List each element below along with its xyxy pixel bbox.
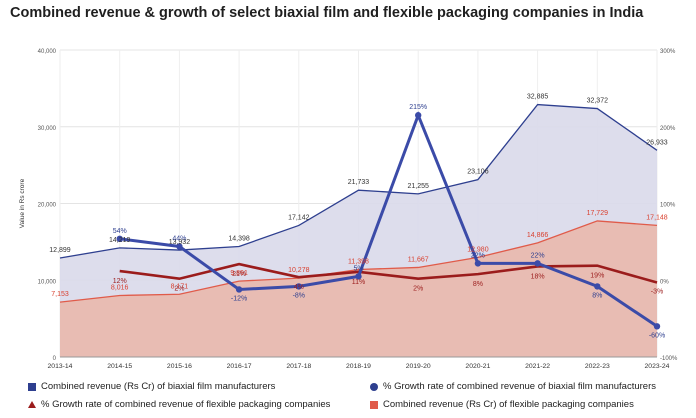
flex-growth-label: 2% — [413, 286, 423, 293]
biaxial-growth-label: 54% — [113, 228, 127, 235]
legend-dot-icon — [370, 382, 378, 391]
biaxial-revenue-label: 14,398 — [228, 235, 250, 242]
legend-square-icon — [370, 400, 378, 409]
biaxial-revenue-label: 12,899 — [49, 247, 71, 254]
biaxial-revenue-line — [59, 103, 658, 259]
biaxial-growth-point — [594, 283, 601, 290]
flex-growth-label: 19% — [590, 273, 604, 280]
biaxial-growth-label: -8% — [293, 292, 305, 299]
x-axis-tick-label: 2014-15 — [107, 363, 132, 370]
x-axis-tick-label: 2016-17 — [227, 363, 252, 370]
y-axis-label: Value in Rs crore — [19, 178, 26, 228]
flex-revenue-label: 17,729 — [587, 210, 609, 217]
biaxial-growth-label: -12% — [231, 295, 247, 302]
left-axis-tick-label: 0 — [53, 356, 57, 362]
flex-growth-label: 21% — [232, 271, 246, 278]
flex-revenue-label: 9,891 — [230, 270, 248, 277]
biaxial-growth-point — [653, 323, 661, 330]
x-axis-tick-label: 2022-23 — [585, 363, 610, 370]
x-axis-tick-label: 2023-24 — [645, 363, 670, 370]
flex-revenue-label: 17,148 — [646, 214, 668, 221]
x-axis-tick-label: 2021-22 — [525, 363, 550, 370]
flex-growth-label: 11% — [352, 279, 366, 286]
x-axis-tick-label: 2015-16 — [167, 363, 192, 370]
x-axis-tick-label: 2020-21 — [465, 363, 490, 370]
right-axis-tick-label: 0% — [660, 279, 669, 285]
biaxial-growth-label: 44% — [172, 235, 186, 242]
biaxial-revenue-label: 32,885 — [527, 94, 549, 101]
left-axis-tick-label: 40,000 — [38, 49, 57, 55]
flex-revenue-label: 11,667 — [408, 256, 429, 263]
flex-revenue-label: 10,278 — [288, 267, 310, 274]
legend-label: Combined revenue (Rs Cr) of flexible pac… — [383, 399, 634, 410]
x-axis-tick-label: 2017-18 — [286, 363, 311, 370]
left-axis-tick-label: 10,000 — [38, 279, 57, 285]
biaxial-growth-point — [116, 235, 123, 243]
flex-growth-label: 12% — [113, 278, 127, 285]
legend-flex-growth: % Growth rate of combined revenue of fle… — [28, 399, 330, 410]
right-axis-tick-label: 100% — [660, 203, 676, 209]
flex-growth-label: 4% — [294, 284, 304, 291]
legend-label: Combined revenue (Rs Cr) of biaxial film… — [41, 381, 276, 392]
biaxial-growth-label: 215% — [409, 104, 427, 111]
right-axis-tick-label: 300% — [660, 49, 676, 55]
biaxial-revenue-label: 23,106 — [467, 169, 489, 176]
left-axis-tick-label: 20,000 — [38, 203, 57, 209]
flex-revenue-label: 7,153 — [51, 291, 69, 298]
biaxial-growth-line — [119, 111, 658, 328]
flex-revenue-line — [59, 220, 658, 303]
biaxial-growth-point — [295, 283, 302, 290]
flex-growth-label: -3% — [651, 289, 663, 296]
flex-revenue-label: 14,866 — [527, 232, 549, 239]
x-axis-tick-label: 2019-20 — [406, 363, 431, 370]
biaxial-revenue-label: 21,255 — [407, 183, 429, 190]
biaxial-growth-point — [355, 273, 362, 280]
biaxial-growth-point — [415, 112, 422, 119]
biaxial-revenue-label: 21,733 — [348, 179, 370, 186]
biaxial-growth-label: 8% — [592, 292, 602, 299]
flex-growth-label: 2% — [174, 286, 184, 293]
biaxial-revenue-label: 17,142 — [288, 214, 310, 221]
flex-revenue-label: 11,398 — [348, 259, 369, 266]
flex-revenue-label: 8,171 — [171, 283, 189, 290]
biaxial-revenue-label: 26,933 — [646, 139, 668, 146]
right-axis-tick-label: -100% — [660, 356, 678, 362]
biaxial-growth-point — [176, 243, 183, 250]
flex-growth-label: 8% — [473, 281, 483, 288]
biaxial-growth-label: -60% — [649, 332, 665, 339]
biaxial-revenue-label: 32,372 — [587, 98, 609, 105]
chart-canvas: 0 10,000 20,000 30,000 40,000 -100% 0% 100% 200%… — [19, 49, 678, 370]
flex-growth-line — [119, 262, 658, 284]
flex-revenue-label: 8,016 — [111, 284, 129, 291]
x-axis-tick-label: 2013-14 — [48, 363, 73, 370]
biaxial-growth-point — [534, 260, 541, 267]
flex-revenue-label: 12,980 — [467, 246, 489, 253]
flex-revenue-area — [60, 220, 657, 357]
biaxial-growth-label: 5% — [353, 265, 363, 272]
biaxial-growth-point — [474, 260, 482, 267]
legend-triangle-icon — [28, 401, 36, 408]
biaxial-revenue-label: 13,932 — [169, 239, 191, 246]
biaxial-growth-label: 22% — [471, 252, 485, 259]
legend-biaxial-revenue: Combined revenue (Rs Cr) of biaxial film… — [28, 381, 275, 392]
left-axis-tick-label: 30,000 — [38, 126, 57, 132]
biaxial-growth-point — [235, 286, 243, 293]
chart-title: Combined revenue & growth of select biax… — [10, 5, 644, 21]
legend-biaxial-growth: % Growth rate of combined revenue of bia… — [370, 381, 656, 392]
biaxial-revenue-label: 14,219 — [109, 237, 131, 244]
legend-flex-revenue: Combined revenue (Rs Cr) of flexible pac… — [370, 399, 634, 410]
legend-square-icon — [28, 382, 36, 391]
right-axis-tick-label: 200% — [660, 126, 676, 132]
x-axis-tick-label: 2018-19 — [346, 363, 371, 370]
flex-growth-label: 18% — [531, 273, 545, 280]
biaxial-growth-label: 22% — [531, 252, 545, 259]
legend-label: % Growth rate of combined revenue of bia… — [383, 381, 656, 392]
legend-label: % Growth rate of combined revenue of fle… — [41, 399, 331, 410]
